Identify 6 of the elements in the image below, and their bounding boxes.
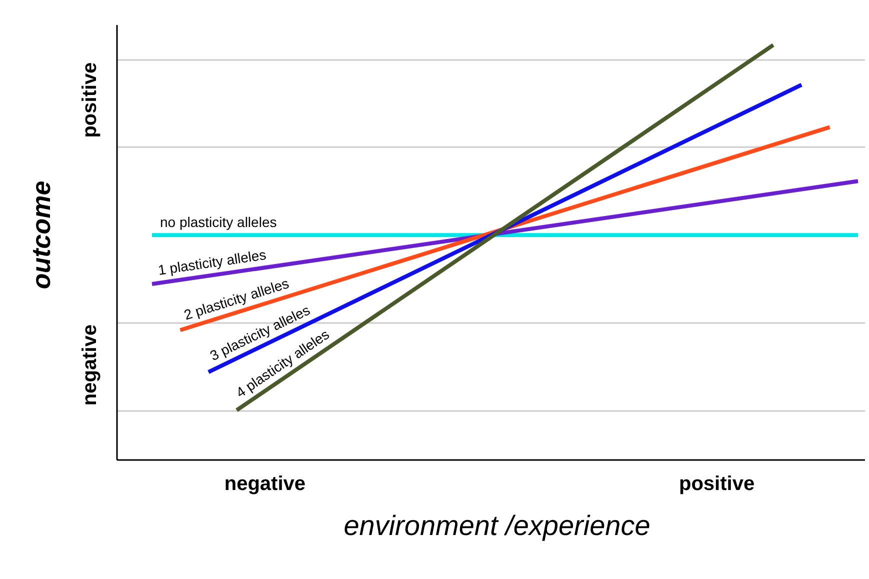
text: negative: [79, 324, 101, 406]
x-axis-title: environment /experience: [344, 510, 650, 541]
text: 1 plasticity alleles: [156, 246, 268, 278]
y-axis-title: outcome: [26, 180, 56, 290]
text: positive: [79, 62, 101, 138]
series-label: no plasticity alleles: [160, 214, 277, 230]
